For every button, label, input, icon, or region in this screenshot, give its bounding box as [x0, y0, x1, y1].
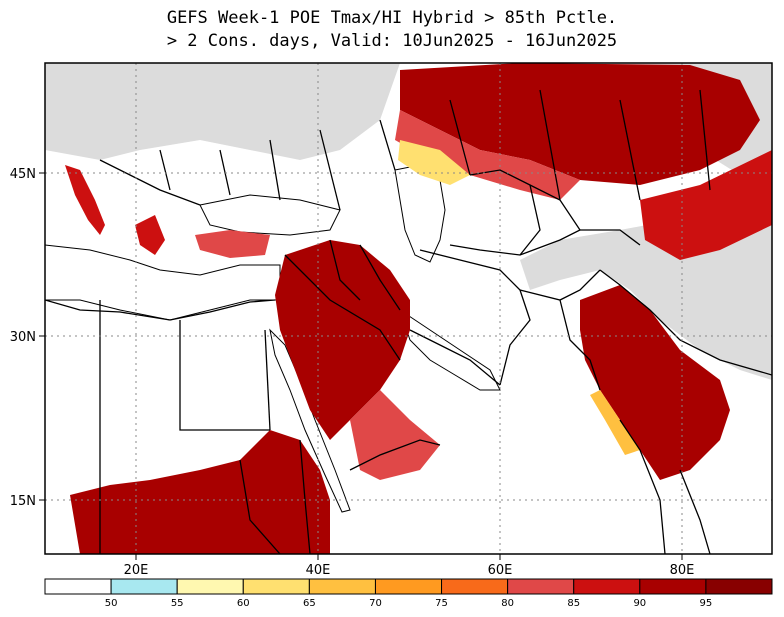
- map-panel: [45, 63, 772, 554]
- lon-tick-40e: 40E: [306, 563, 331, 578]
- lon-tick-20e: 20E: [124, 563, 149, 578]
- black-sea: [199, 194, 341, 236]
- colorbar: 50 55 60 65 70 75 80 85 90 95: [44, 578, 773, 609]
- colorbar-label: 90: [633, 598, 646, 609]
- lon-tick-80e: 80E: [670, 563, 695, 578]
- map-title-line1: GEFS Week-1 POE Tmax/HI Hybrid > 85th Pc…: [166, 8, 618, 28]
- heat-region-russia-edge: [395, 110, 580, 200]
- colorbar-label: 95: [700, 598, 713, 609]
- map-title-line2: > 2 Cons. days, Valid: 10Jun2025 - 16Jun…: [166, 31, 618, 51]
- colorbar-swatch: [507, 578, 575, 595]
- lon-tick-60e: 60E: [488, 563, 513, 578]
- colorbar-swatch: [441, 578, 509, 595]
- heat-region-africa: [70, 430, 330, 554]
- gray-region-north: [45, 63, 400, 160]
- heat-region-turkey: [195, 230, 270, 258]
- arabian-sea: [440, 395, 610, 554]
- colorbar-label: 50: [105, 598, 118, 609]
- heat-region-greece: [135, 215, 165, 255]
- colorbar-swatch: [242, 578, 310, 595]
- colorbar-swatch: [308, 578, 376, 595]
- grid-lines: [45, 63, 772, 554]
- heat-region-kazakh-yellow: [398, 140, 470, 185]
- heat-region-india-edge: [590, 390, 640, 455]
- map-frame: [44, 62, 773, 555]
- colorbar-swatch: [176, 578, 244, 595]
- heat-region-central-asia: [640, 150, 772, 260]
- lat-tick-45n: 45N: [10, 167, 36, 182]
- colorbar-label: 85: [567, 598, 580, 609]
- heat-region-arabia: [275, 240, 410, 440]
- colorbar-swatch: [573, 578, 641, 595]
- lat-tick-15n: 15N: [10, 494, 36, 509]
- colorbar-swatch: [639, 578, 707, 595]
- country-borders: [45, 89, 772, 554]
- lat-tick-30n: 30N: [10, 330, 36, 345]
- colorbar-swatch: [374, 578, 443, 595]
- heat-region-india: [580, 285, 730, 480]
- colorbar-label: 75: [435, 598, 448, 609]
- colorbar-swatch: [44, 578, 112, 595]
- heat-region-russia: [400, 63, 760, 185]
- colorbar-swatch: [705, 578, 773, 595]
- colorbar-swatch: [110, 578, 178, 595]
- colorbar-label: 60: [237, 598, 250, 609]
- colorbar-label: 55: [171, 598, 184, 609]
- colorbar-label: 65: [303, 598, 316, 609]
- colorbar-label: 80: [501, 598, 514, 609]
- heat-region-italy: [65, 165, 105, 235]
- colorbar-label: 70: [369, 598, 382, 609]
- tick-marks: [39, 172, 683, 560]
- heat-region-arabia-south: [350, 390, 440, 480]
